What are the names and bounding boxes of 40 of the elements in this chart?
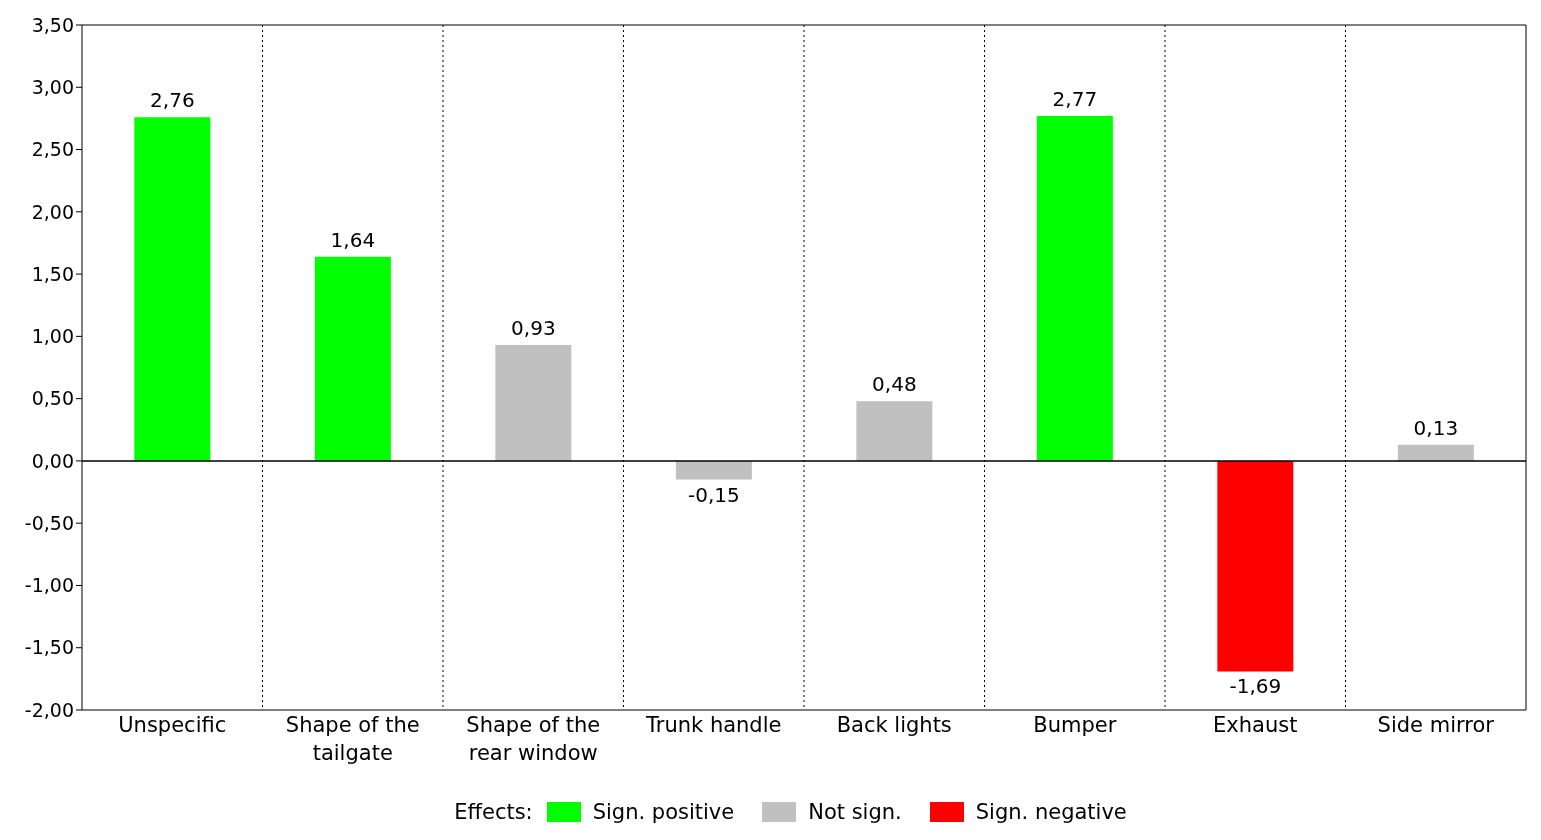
y-tick-label: 1,00 — [31, 325, 74, 348]
y-tick-label: 0,50 — [31, 387, 74, 410]
data-label: 0,13 — [1413, 415, 1459, 440]
y-tick-label: -1,50 — [24, 636, 74, 659]
legend-label: Sign. positive — [592, 800, 735, 824]
y-tick-label: 1,50 — [31, 262, 74, 285]
x-tick-label: Trunk handle — [645, 713, 782, 737]
y-tick-label: -2,00 — [24, 698, 74, 721]
data-label: 1,64 — [330, 227, 376, 252]
bar — [856, 401, 933, 461]
x-tick-label: Side mirror — [1377, 713, 1495, 737]
data-label: 0,48 — [872, 372, 917, 397]
data-label: -1,69 — [1229, 674, 1282, 699]
y-tick-label: 0,00 — [31, 449, 74, 472]
bar — [1397, 444, 1474, 461]
data-label: 2,76 — [150, 88, 195, 113]
x-tick-label: Shape of the tailgate — [285, 713, 420, 765]
legend-label: Not sign. — [808, 800, 902, 824]
y-tick-label: 3,50 — [31, 13, 74, 36]
x-tick-label: Back lights — [836, 713, 952, 737]
x-tick-label: Unspecific — [118, 713, 227, 737]
y-tick-label: -0,50 — [24, 511, 74, 534]
bar — [495, 345, 572, 461]
y-tick-label: 2,00 — [31, 200, 74, 223]
bar — [1036, 115, 1113, 461]
data-label: 2,77 — [1052, 86, 1098, 111]
bar — [675, 460, 752, 480]
legend-title: Effects: — [454, 800, 533, 824]
bar — [314, 256, 391, 461]
legend-label: Sign. negative — [975, 800, 1127, 824]
y-tick-label: 3,00 — [31, 76, 74, 99]
x-tick-label: Exhaust — [1213, 713, 1298, 737]
y-tick-label: -1,00 — [24, 574, 74, 597]
x-tick-label: Shape of the rear window — [466, 713, 601, 765]
bar — [1217, 460, 1294, 672]
data-label: -0,15 — [687, 482, 740, 507]
x-tick-label: Bumper — [1033, 713, 1117, 737]
y-tick-label: 2,50 — [31, 138, 74, 161]
data-label: 0,93 — [511, 316, 556, 341]
bar — [134, 117, 211, 461]
